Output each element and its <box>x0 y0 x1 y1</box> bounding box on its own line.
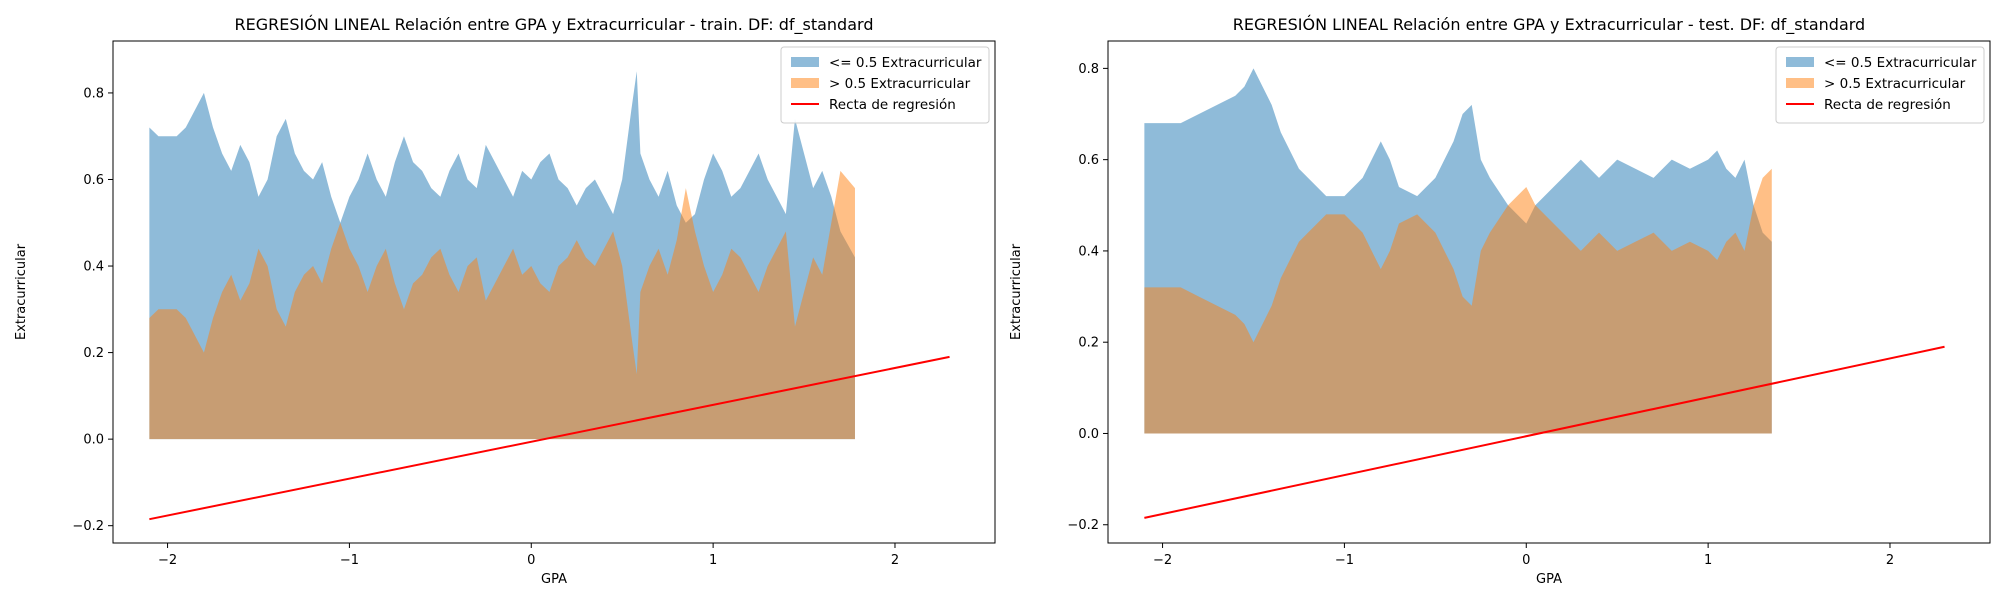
y-tick-label: 0.4 <box>1078 244 1099 259</box>
legend: <= 0.5 Extracurricular > 0.5 Extracurricu… <box>780 46 990 124</box>
chart-title: REGRESIÓN LINEAL Relación entre GPA y Ex… <box>235 15 874 35</box>
legend-entry: <= 0.5 Extracurricular <box>829 55 982 71</box>
y-tick-label: 0.6 <box>83 173 104 188</box>
legend-swatch <box>1786 78 1814 88</box>
y-axis-label: Extracurricular <box>1009 243 1024 340</box>
y-tick-label: 0.0 <box>83 433 104 448</box>
legend-entry: > 0.5 Extracurricular <box>829 76 971 92</box>
chart-panel-1: −2 −1 0 1 2 −0.2 0.0 0.2 0.4 0.6 0.8 REGRESIÓN LINE… <box>14 15 996 587</box>
axes-frame <box>1107 40 1991 544</box>
y-tick-label: 0.2 <box>1078 336 1099 351</box>
legend-entry: > 0.5 Extracurricular <box>1824 76 1966 92</box>
regression-line <box>1144 345 1945 519</box>
area-series-2 <box>149 170 855 440</box>
x-tick-label: 1 <box>1704 553 1712 568</box>
legend-entry: <= 0.5 Extracurricular <box>1824 55 1977 71</box>
x-tick-label: −1 <box>340 553 359 568</box>
x-tick-label: −2 <box>1153 553 1172 568</box>
y-tick-label: 0.8 <box>83 86 104 101</box>
legend-box <box>1775 46 1985 124</box>
legend-box <box>780 46 990 124</box>
y-tick-label: −0.2 <box>72 519 104 534</box>
x-tick-label: −1 <box>1335 553 1354 568</box>
plot-area <box>149 71 950 521</box>
y-tick-label: 0.8 <box>1078 62 1099 77</box>
x-axis-label: GPA <box>541 572 567 587</box>
legend: <= 0.5 Extracurricular > 0.5 Extracurricu… <box>1775 46 1985 124</box>
x-tick-label: 1 <box>709 553 717 568</box>
y-tick-label: 0.0 <box>1078 427 1099 442</box>
chart-title: REGRESIÓN LINEAL Relación entre GPA y Ex… <box>1233 15 1865 35</box>
legend-entry: Recta de regresión <box>1824 97 1951 113</box>
x-tick-label: 0 <box>1522 553 1530 568</box>
axes-frame <box>112 40 996 544</box>
legend-swatch <box>1786 57 1814 67</box>
x-axis-label: GPA <box>1536 572 1562 587</box>
plot-area <box>1144 68 1945 519</box>
y-axis-label: Extracurricular <box>14 243 29 340</box>
x-tick-label: 2 <box>891 553 899 568</box>
x-tick-label: 2 <box>1886 553 1894 568</box>
regression-line <box>149 355 950 521</box>
y-tick-label: 0.2 <box>83 346 104 361</box>
y-tick-label: −0.2 <box>1067 518 1099 533</box>
x-tick-label: 0 <box>527 553 535 568</box>
x-tick-label: −2 <box>158 553 177 568</box>
y-tick-label: 0.6 <box>1078 153 1099 168</box>
legend-swatch <box>791 78 819 88</box>
chart-panel-2: −2 −1 0 1 2 −0.2 0.0 0.2 0.4 0.6 0.8 REGRESIÓN LINE… <box>1009 15 1991 587</box>
legend-swatch <box>791 57 819 67</box>
legend-entry: Recta de regresión <box>829 97 956 113</box>
area-series-2 <box>1144 168 1772 434</box>
y-tick-label: 0.4 <box>83 260 104 275</box>
